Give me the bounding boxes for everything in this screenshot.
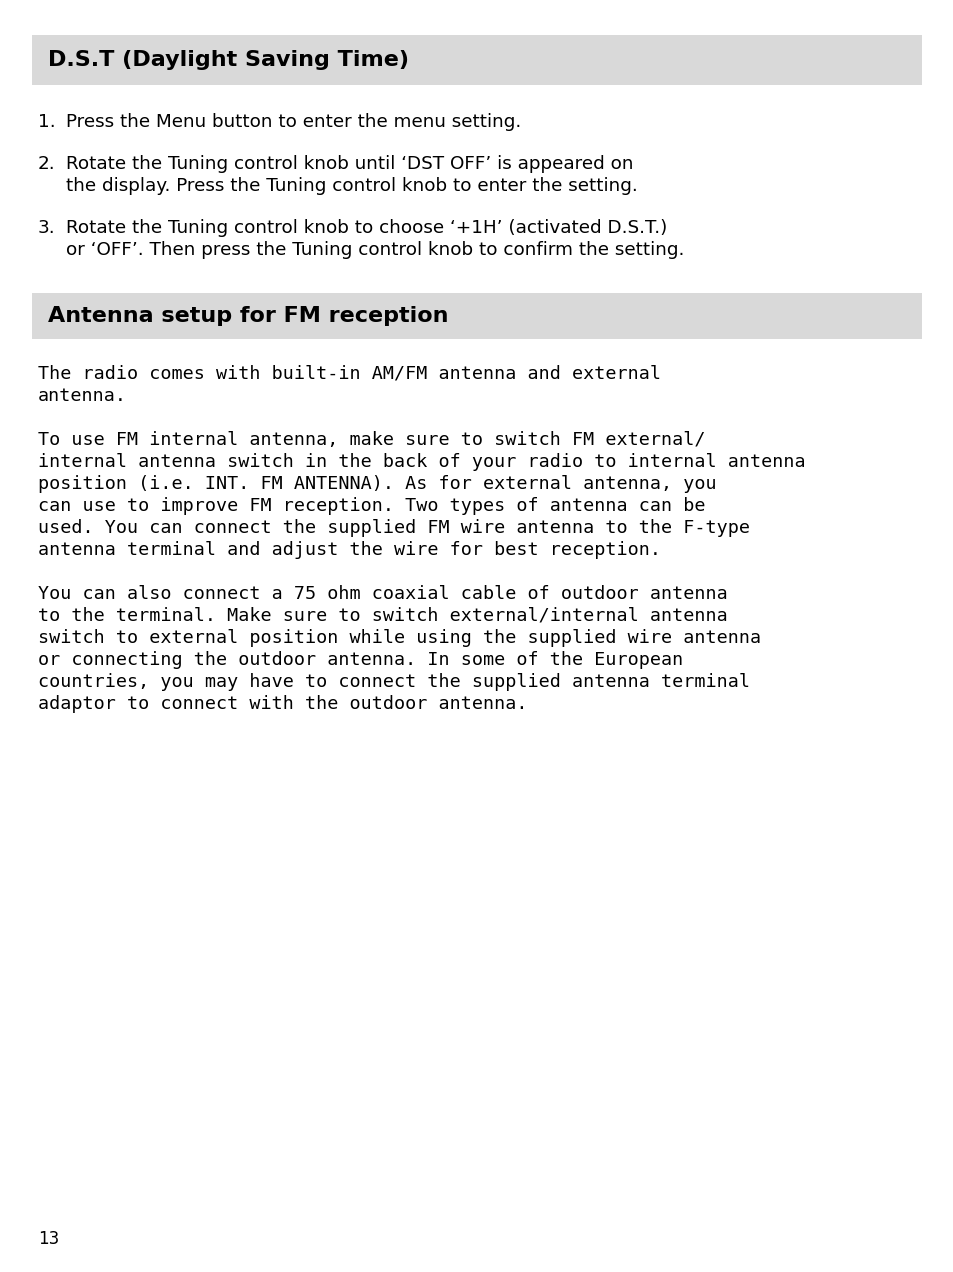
Text: The radio comes with built-in AM/FM antenna and external: The radio comes with built-in AM/FM ante… — [38, 365, 660, 383]
Text: used. You can connect the supplied FM wire antenna to the F-type: used. You can connect the supplied FM wi… — [38, 519, 749, 537]
Text: Rotate the Tuning control knob until ‘DST OFF’ is appeared on: Rotate the Tuning control knob until ‘DS… — [66, 155, 633, 173]
Text: 3.: 3. — [38, 219, 55, 237]
Text: Press the Menu button to enter the menu setting.: Press the Menu button to enter the menu … — [66, 113, 520, 131]
Text: 2.: 2. — [38, 155, 55, 173]
Bar — [32, 36, 921, 85]
Text: or connecting the outdoor antenna. In some of the European: or connecting the outdoor antenna. In so… — [38, 651, 682, 669]
Text: 1.: 1. — [38, 113, 55, 131]
Text: To use FM internal antenna, make sure to switch FM external/: To use FM internal antenna, make sure to… — [38, 431, 705, 449]
Text: 13: 13 — [38, 1230, 59, 1248]
Text: antenna terminal and adjust the wire for best reception.: antenna terminal and adjust the wire for… — [38, 541, 660, 558]
Text: switch to external position while using the supplied wire antenna: switch to external position while using … — [38, 628, 760, 647]
Text: antenna.: antenna. — [38, 387, 127, 404]
Text: Antenna setup for FM reception: Antenna setup for FM reception — [48, 307, 448, 326]
Text: adaptor to connect with the outdoor antenna.: adaptor to connect with the outdoor ante… — [38, 695, 527, 714]
Bar — [32, 293, 921, 340]
Text: You can also connect a 75 ohm coaxial cable of outdoor antenna: You can also connect a 75 ohm coaxial ca… — [38, 585, 727, 603]
Text: the display. Press the Tuning control knob to enter the setting.: the display. Press the Tuning control kn… — [66, 177, 638, 195]
Text: can use to improve FM reception. Two types of antenna can be: can use to improve FM reception. Two typ… — [38, 497, 705, 515]
Text: internal antenna switch in the back of your radio to internal antenna: internal antenna switch in the back of y… — [38, 453, 804, 471]
Text: Rotate the Tuning control knob to choose ‘+1H’ (activated D.S.T.): Rotate the Tuning control knob to choose… — [66, 219, 667, 237]
Text: or ‘OFF’. Then press the Tuning control knob to confirm the setting.: or ‘OFF’. Then press the Tuning control … — [66, 240, 683, 259]
Text: to the terminal. Make sure to switch external/internal antenna: to the terminal. Make sure to switch ext… — [38, 607, 727, 625]
Text: position (i.e. INT. FM ANTENNA). As for external antenna, you: position (i.e. INT. FM ANTENNA). As for … — [38, 474, 716, 494]
Text: D.S.T (Daylight Saving Time): D.S.T (Daylight Saving Time) — [48, 50, 409, 70]
Text: countries, you may have to connect the supplied antenna terminal: countries, you may have to connect the s… — [38, 673, 749, 691]
